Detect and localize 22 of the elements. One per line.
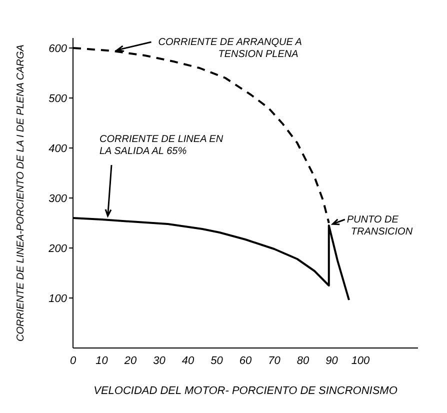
y-tick-label: 400 <box>48 142 68 155</box>
annotation: PUNTO DE TRANSICION <box>346 214 414 238</box>
y-tick-label: 600 <box>48 42 68 55</box>
x-tick-label: 50 <box>210 354 224 367</box>
annotation: CORRIENTE DE ARRANQUE A TENSION PLENA <box>158 37 302 60</box>
x-tick-label: 70 <box>268 354 282 367</box>
x-tick-label: 100 <box>351 354 371 367</box>
x-tick-label: 10 <box>96 354 109 367</box>
x-tick-label: 40 <box>182 354 195 367</box>
x-tick-label: 20 <box>123 354 138 367</box>
y-tick-label: 500 <box>48 92 68 105</box>
y-tick-label: 200 <box>48 242 68 255</box>
x-tick-label: 60 <box>239 354 252 367</box>
x-tick-label: 0 <box>70 354 77 367</box>
y-tick-label: 300 <box>48 192 68 205</box>
y-tick-label: 100 <box>48 292 68 305</box>
annotation: CORRIENTE DE LINEA EN LA SALIDA AL 65% <box>100 134 224 157</box>
x-tick-label: 80 <box>296 354 310 367</box>
y-axis-title: CORRIENTE DE LINEA-PORCIENTO DE LA I DE PLENA CARGA <box>16 44 27 342</box>
x-tick-label: 30 <box>153 354 166 367</box>
x-axis-title: VELOCIDAD DEL MOTOR- PORCIENTO DE SINCRONISMO <box>94 385 398 397</box>
x-tick-label: 90 <box>326 354 339 367</box>
